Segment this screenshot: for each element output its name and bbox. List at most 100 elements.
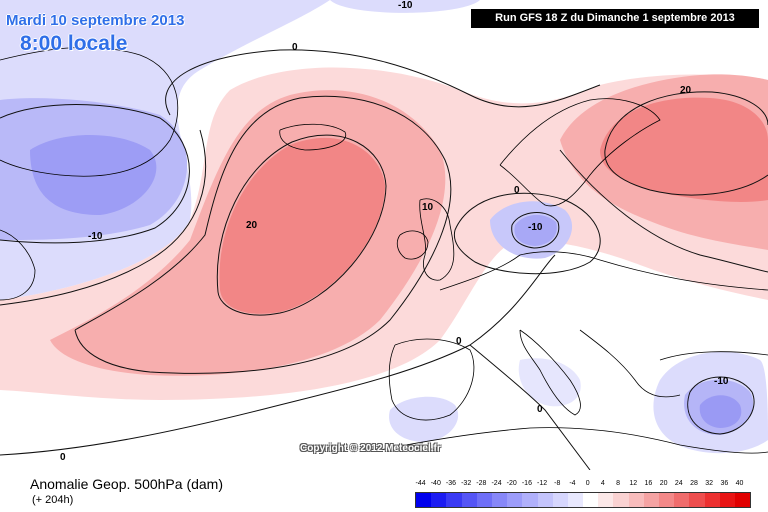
variable-title: Anomalie Geop. 500hPa (dam) bbox=[30, 476, 223, 492]
contour-label: 20 bbox=[246, 220, 258, 231]
pos-field-scandinavia-strong bbox=[600, 97, 768, 202]
scale-swatch bbox=[628, 493, 644, 507]
scale-swatch bbox=[552, 493, 568, 507]
scale-tick-label: -20 bbox=[506, 480, 517, 487]
neg-field-top bbox=[330, 0, 480, 13]
coast-balkans bbox=[579, 329, 681, 398]
contour-label: 0 bbox=[60, 452, 66, 463]
contour-label: -10 bbox=[88, 231, 103, 242]
color-scale-ticks: -44 -40 -36 -32 -28 -24 -20 -16 -12 -8 -4 0 4 8 12 16 20… bbox=[413, 480, 747, 490]
neg-field-eastmed-strong bbox=[699, 395, 742, 428]
scale-tick-label: -32 bbox=[461, 480, 472, 487]
coast-continent bbox=[439, 251, 768, 291]
scale-tick-label: 28 bbox=[690, 480, 698, 487]
scale-tick-label: -12 bbox=[537, 480, 548, 487]
contour-label: -10 bbox=[398, 0, 413, 11]
scale-swatch bbox=[507, 493, 523, 507]
contour-lines bbox=[0, 49, 768, 470]
scale-swatch bbox=[734, 493, 751, 507]
coast-britain bbox=[419, 198, 455, 281]
contour-zero-med bbox=[469, 344, 591, 470]
scale-swatch bbox=[491, 493, 508, 507]
scale-tick-label: -24 bbox=[491, 480, 502, 487]
scale-tick-label: -8 bbox=[554, 480, 561, 487]
scale-tick-label: 24 bbox=[674, 480, 683, 487]
scale-swatch bbox=[431, 493, 447, 507]
contour-label: -10 bbox=[714, 376, 729, 387]
scale-swatch bbox=[689, 493, 705, 507]
neg-field-west-strong bbox=[30, 135, 157, 215]
anomaly-map: -10 0 -10 20 10 0 -10 20 0 0 -10 0 bbox=[0, 0, 768, 470]
coast-newfoundland bbox=[0, 229, 36, 301]
scale-swatch bbox=[704, 493, 720, 507]
contour-label: -10 bbox=[528, 222, 543, 233]
scale-tick-label: 40 bbox=[735, 480, 744, 487]
contour-minus10-eastmed bbox=[687, 376, 755, 435]
contour-label: 10 bbox=[422, 202, 434, 213]
contour-minus10-west bbox=[0, 104, 190, 244]
color-scale-bar bbox=[415, 492, 751, 508]
coast-italy bbox=[519, 329, 581, 416]
contour-label: 0 bbox=[292, 42, 298, 53]
scale-tick-label: 16 bbox=[644, 480, 653, 487]
contour-zero-south bbox=[0, 254, 556, 456]
scale-tick-label: -28 bbox=[476, 480, 487, 487]
scale-swatch bbox=[567, 493, 584, 507]
neg-field-iberia bbox=[389, 396, 459, 442]
scale-swatch bbox=[476, 493, 492, 507]
contour-label: 0 bbox=[456, 336, 462, 347]
contour-label: 0 bbox=[537, 404, 543, 415]
scale-swatch bbox=[643, 493, 659, 507]
copyright-notice: Copyright © 2012 Meteociel.fr bbox=[300, 443, 441, 454]
contour-zero-east bbox=[559, 149, 768, 273]
contour-label: 20 bbox=[680, 85, 692, 96]
contour-zero-atlantic bbox=[165, 49, 601, 116]
contour-label: 0 bbox=[514, 185, 520, 196]
scale-tick-label: 8 bbox=[616, 480, 620, 487]
contour-zero-west bbox=[0, 129, 207, 306]
scale-swatch bbox=[537, 493, 553, 507]
coast-greenland bbox=[0, 46, 179, 177]
scale-tick-label: 4 bbox=[600, 480, 605, 487]
scale-tick-label: 0 bbox=[585, 480, 590, 487]
forecast-time: 8:00 locale bbox=[20, 32, 128, 55]
contour-twenty-atlantic bbox=[216, 134, 387, 316]
coast-north-africa bbox=[379, 427, 768, 454]
scale-tick-label: -4 bbox=[569, 480, 576, 487]
scale-swatch bbox=[583, 493, 599, 507]
scale-swatch bbox=[674, 493, 690, 507]
contour-twenty-scandinavia bbox=[604, 91, 768, 196]
lead-time: (+ 204h) bbox=[32, 494, 74, 506]
scale-tick-label: 12 bbox=[629, 480, 638, 487]
contour-ten-northsea bbox=[453, 192, 601, 275]
scale-tick-label: -16 bbox=[521, 480, 532, 487]
neg-field-medcentral bbox=[518, 358, 581, 407]
scale-swatch bbox=[613, 493, 629, 507]
forecast-date: Mardi 10 septembre 2013 bbox=[6, 12, 185, 29]
coast-iberia bbox=[388, 338, 475, 421]
scale-tick-label: 20 bbox=[659, 480, 668, 487]
contour-minus10-northsea bbox=[511, 212, 560, 249]
scale-tick-label: 32 bbox=[705, 480, 714, 487]
neg-field-northsea-strong bbox=[514, 214, 557, 246]
scale-swatch bbox=[659, 493, 675, 507]
contour-label-group: -10 0 -10 20 10 0 -10 20 0 0 -10 0 bbox=[60, 0, 729, 463]
scale-tick-label: 36 bbox=[720, 480, 729, 487]
contour-ten-atlantic bbox=[74, 95, 452, 374]
scale-tick-label: -40 bbox=[430, 480, 441, 487]
scale-swatch bbox=[446, 493, 462, 507]
coast-ireland bbox=[396, 230, 429, 260]
coastlines bbox=[0, 46, 768, 454]
scale-swatch bbox=[598, 493, 614, 507]
scale-tick-label: -44 bbox=[415, 480, 426, 487]
scale-tick-label: -36 bbox=[445, 480, 457, 487]
coast-scandinavia bbox=[499, 98, 661, 207]
scale-swatch bbox=[461, 493, 477, 507]
scale-swatch bbox=[416, 493, 432, 507]
coast-iceland bbox=[279, 123, 347, 151]
coast-turkey bbox=[659, 351, 768, 361]
scale-swatch bbox=[522, 493, 538, 507]
scale-swatch bbox=[719, 493, 735, 507]
pos-field-atlantic-strong bbox=[219, 137, 385, 314]
